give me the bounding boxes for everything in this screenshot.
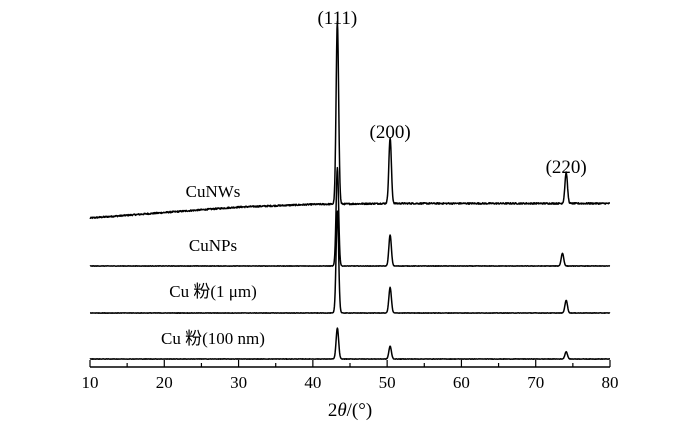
x-tick-label: 60 xyxy=(453,373,470,392)
peak-label-2: (200) xyxy=(370,122,411,143)
x-axis-title-prefix: 2 xyxy=(328,400,338,421)
x-axis-ticks: 10 20 30 40 50 60 70 80 xyxy=(82,360,619,392)
x-tick-label: 40 xyxy=(304,373,321,392)
x-tick-label: 70 xyxy=(527,373,544,392)
series-label-1: CuNWs xyxy=(186,182,241,201)
x-axis-title: 2θ/(°) xyxy=(328,400,372,421)
x-tick-label: 80 xyxy=(602,373,619,392)
series-label-3: Cu 粉(1 μm) xyxy=(169,282,257,301)
series-trace-4 xyxy=(89,327,611,360)
series-trace-1 xyxy=(89,20,611,220)
x-axis-title-suffix: /(°) xyxy=(347,400,373,421)
x-tick-label: 30 xyxy=(230,373,247,392)
series-trace-2 xyxy=(89,166,611,267)
x-axis: 10 20 30 40 50 60 70 80 xyxy=(82,360,619,392)
peak-label-1: (111) xyxy=(317,8,357,29)
peak-label-3: (220) xyxy=(546,157,587,178)
x-tick-label: 10 xyxy=(82,373,99,392)
series-trace-3 xyxy=(89,210,611,314)
x-axis-title-theta: θ xyxy=(337,400,346,421)
series-label-4: Cu 粉(100 nm) xyxy=(161,329,265,348)
peak-labels: (111) (200) (220) xyxy=(317,8,586,178)
series-label-2: CuNPs xyxy=(189,236,237,255)
series-traces xyxy=(89,20,611,360)
x-tick-label: 50 xyxy=(379,373,396,392)
x-tick-label: 20 xyxy=(156,373,173,392)
series-labels: CuNWs CuNPs Cu 粉(1 μm) Cu 粉(100 nm) xyxy=(161,182,265,348)
